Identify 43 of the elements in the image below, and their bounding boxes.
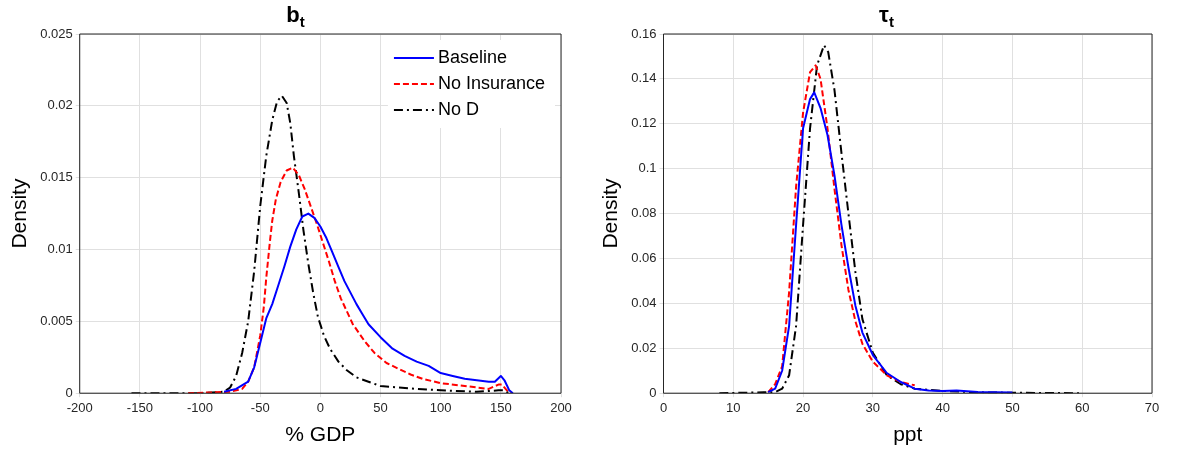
x-tick-label: -50 <box>250 399 270 415</box>
x-axis-title: ppt <box>893 422 923 446</box>
y-tick-label: 0.01 <box>47 241 73 257</box>
line-series <box>130 94 511 394</box>
x-tick-label: 20 <box>795 399 811 415</box>
y-tick-label: 0.005 <box>40 312 73 328</box>
y-tick-label: 0 <box>649 384 657 400</box>
x-tick-label: 100 <box>429 399 452 415</box>
y-tick-label: 0.08 <box>631 205 657 221</box>
y-tick-label: 0.02 <box>631 339 657 355</box>
y-tick-label: 0.16 <box>631 25 657 41</box>
x-tick-label: 60 <box>1074 399 1090 415</box>
x-axis-title: % GDP <box>285 422 356 446</box>
x-tick-label: 200 <box>550 399 572 415</box>
x-tick-label: 50 <box>1005 399 1020 415</box>
chart-title: b$_{t}$ <box>286 2 305 31</box>
line-series <box>767 64 916 394</box>
x-tick-label: 150 <box>489 399 512 415</box>
y-tick-label: 0 <box>65 384 73 400</box>
x-tick-label: 30 <box>865 399 881 415</box>
y-tick-label: 0.04 <box>631 294 657 310</box>
x-tick-label: 40 <box>935 399 950 415</box>
y-tick-label: 0.025 <box>40 25 73 41</box>
y-axis-title: Density <box>598 178 622 249</box>
x-tick-label: 70 <box>1144 399 1160 415</box>
x-tick-label: -100 <box>187 399 214 415</box>
x-tick-label: 0 <box>659 399 668 415</box>
y-tick-label: 0.06 <box>631 250 657 266</box>
y-tick-label: 0.1 <box>638 160 657 176</box>
legend-label: No D <box>437 98 479 119</box>
chart-title: τ$_{t}$ <box>879 2 894 31</box>
y-tick-label: 0.12 <box>631 115 657 131</box>
y-tick-label: 0.02 <box>47 97 73 113</box>
y-tick-label: 0.14 <box>631 70 657 86</box>
legend-label: No Insurance <box>437 72 545 93</box>
x-tick-label: 0 <box>316 399 324 415</box>
legend-label: Baseline <box>437 46 507 67</box>
y-axis-title: Density <box>7 178 31 249</box>
x-tick-label: -200 <box>66 399 93 415</box>
x-tick-label: -150 <box>126 399 153 415</box>
x-tick-label: 50 <box>373 399 388 415</box>
x-tick-label: 10 <box>726 399 741 415</box>
y-tick-label: 0.015 <box>40 169 73 185</box>
